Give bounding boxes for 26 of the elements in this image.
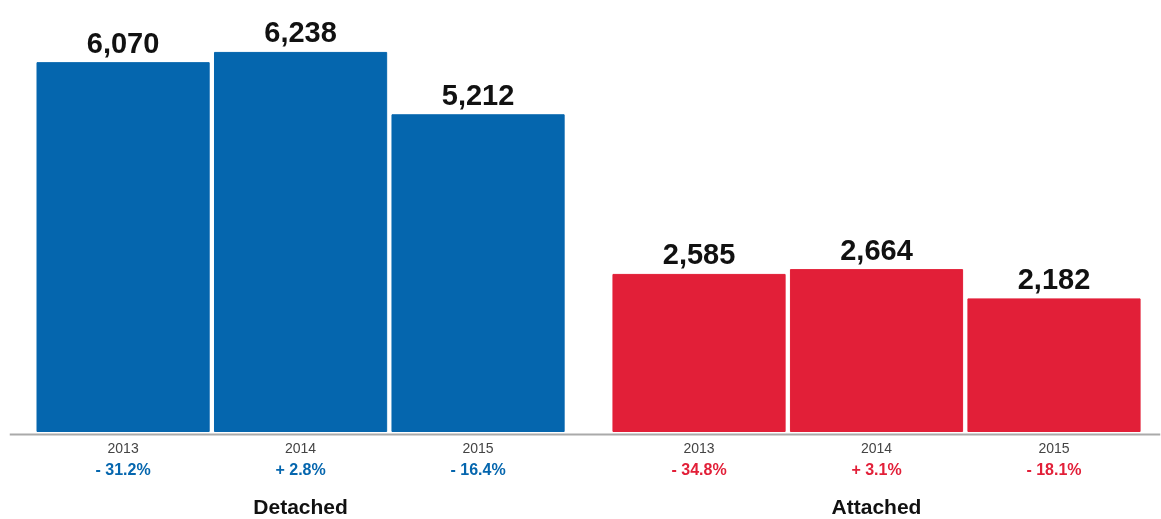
data-label: 2,182 xyxy=(1017,262,1091,295)
bar xyxy=(36,62,210,432)
text: Attached xyxy=(831,495,922,518)
bar xyxy=(789,269,964,432)
text: - 18.1% xyxy=(1026,461,1082,478)
data-label: 6,238 xyxy=(264,16,337,49)
x-tick-label: 2015 xyxy=(1038,439,1070,456)
bar xyxy=(967,298,1141,432)
data-label: 2,664 xyxy=(840,233,913,266)
x-tick-label: 2014 xyxy=(285,439,317,456)
text: - 31.2% xyxy=(95,461,151,478)
x-tick-label: 2013 xyxy=(683,439,715,456)
text: + 2.8% xyxy=(275,461,326,478)
data-label: 2,585 xyxy=(662,238,736,271)
bar xyxy=(391,114,565,432)
x-tick-label: 2015 xyxy=(462,439,494,456)
text: Detached xyxy=(253,495,348,518)
x-tick-label: 2014 xyxy=(860,439,893,456)
data-label: 6,070 xyxy=(86,26,160,59)
text: - 34.8% xyxy=(671,461,727,478)
text: - 16.4% xyxy=(450,461,506,478)
text: + 3.1% xyxy=(851,461,902,478)
bar xyxy=(612,273,786,432)
x-tick-label: 2013 xyxy=(107,439,139,456)
data-label: 5,212 xyxy=(441,78,515,111)
bar xyxy=(214,51,388,432)
